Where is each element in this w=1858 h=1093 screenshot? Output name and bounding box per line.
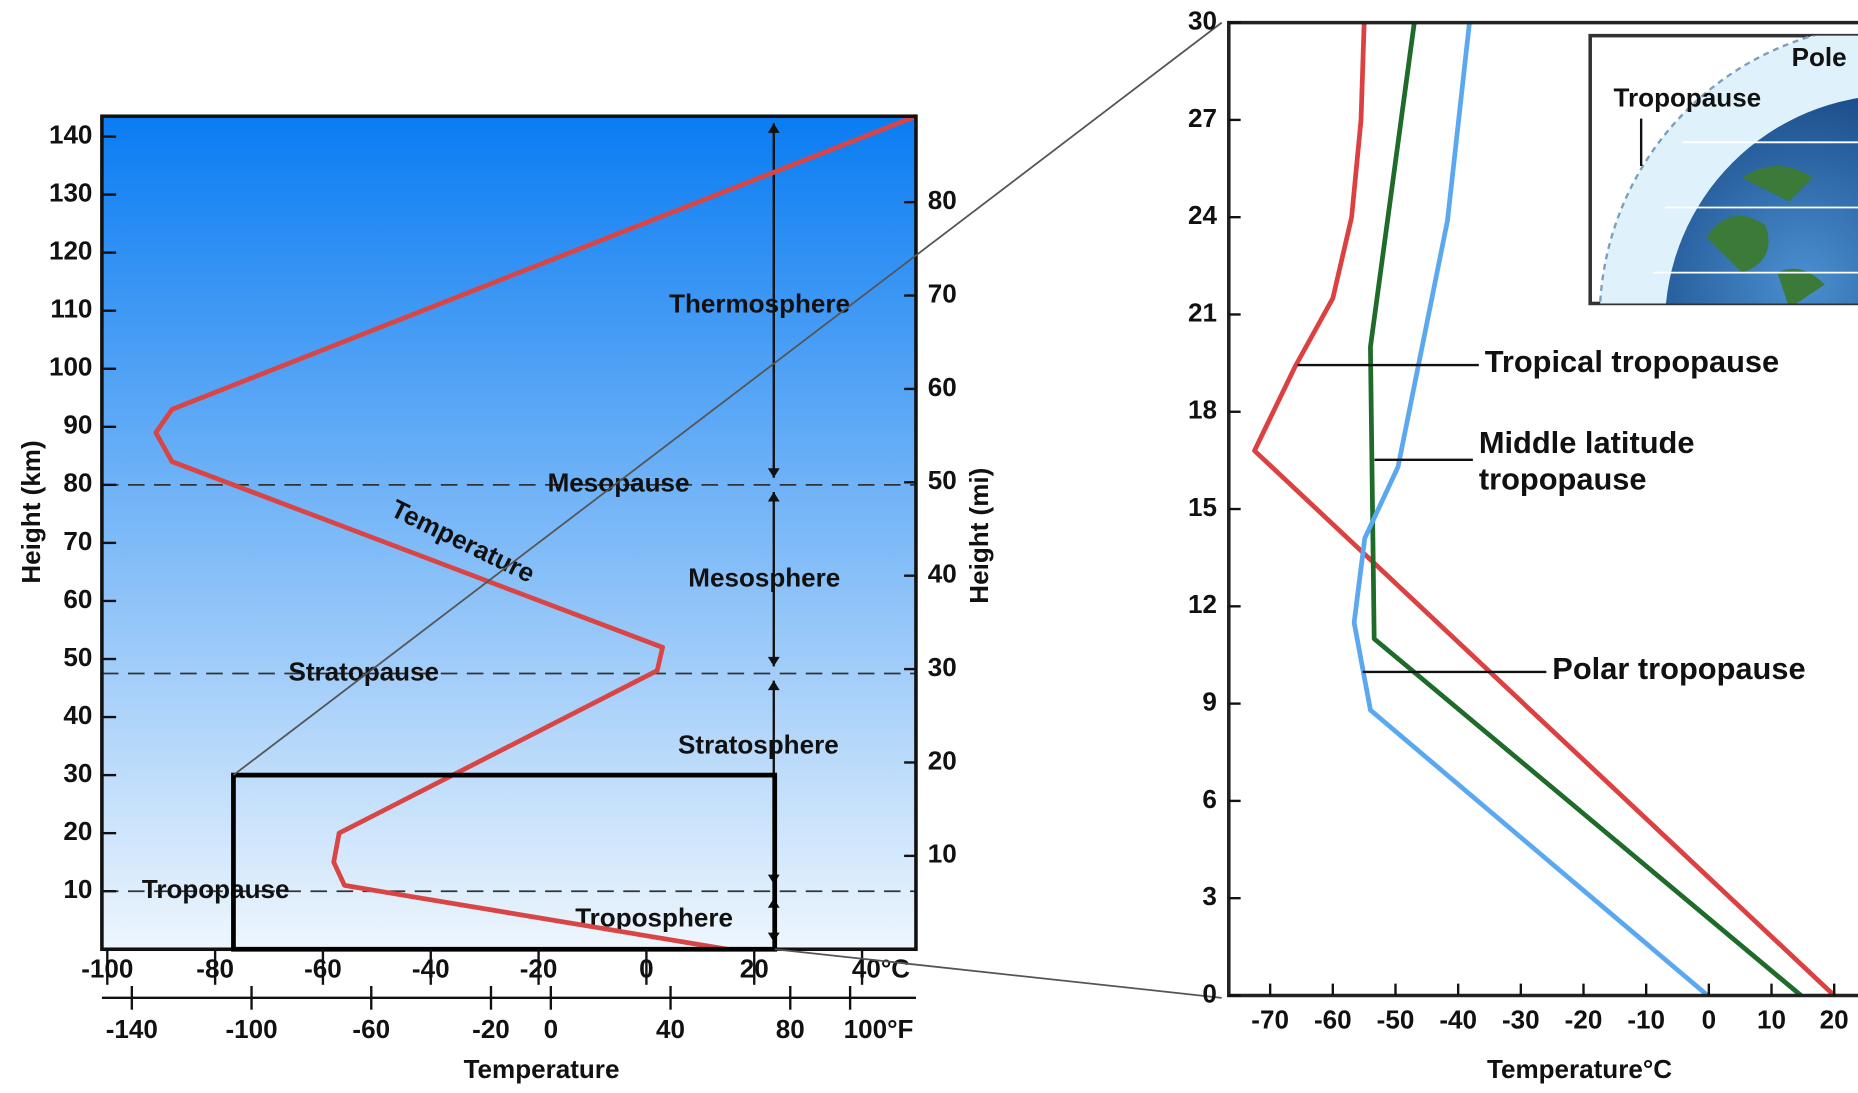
layer-label: Thermosphere <box>669 289 850 319</box>
x-tick-label: 0 <box>639 953 654 983</box>
connector <box>774 948 1222 999</box>
y-tick-label: 110 <box>50 294 92 324</box>
y-tick-label: 120 <box>49 236 92 266</box>
inset-label: Pole <box>1792 42 1847 72</box>
callout: Middle latitude tropopause <box>1478 424 1695 497</box>
x-tick-label: 20 <box>740 953 769 983</box>
y-tick-label: 6 <box>1202 784 1217 814</box>
y2-tick-label: 60 <box>928 372 957 402</box>
y-tick-label: 40 <box>63 700 92 730</box>
x-tick-label: 20 <box>1820 1004 1849 1034</box>
y-tick-label: 80 <box>63 468 92 498</box>
inset-label: Tropopause <box>1614 83 1762 113</box>
x-tick-label: -60 <box>1314 1004 1352 1034</box>
callout-label: Tropical tropopause <box>1484 343 1780 380</box>
tropopause-line <box>1368 22 1803 998</box>
y2-axis-title: Height (mi) <box>964 468 994 604</box>
x2-tick-label: -20 <box>472 1014 510 1044</box>
y-tick-label: 18 <box>1188 395 1217 425</box>
x-tick-label: -70 <box>1251 1004 1289 1034</box>
callout: Polar tropopause <box>1552 650 1806 687</box>
pause-label: Tropopause <box>142 874 290 904</box>
x-tick-label: -20 <box>1565 1004 1603 1034</box>
x2-tick-label: 100°F <box>844 1014 914 1044</box>
y-tick-label: 10 <box>63 874 92 904</box>
pause-label: Stratopause <box>289 656 440 686</box>
y-tick-label: 0 <box>1202 978 1217 1008</box>
y-tick-label: 24 <box>1188 200 1217 230</box>
x2-tick-label: 40 <box>656 1014 685 1044</box>
layer-label: Mesosphere <box>688 562 840 592</box>
y-tick-label: 90 <box>63 410 92 440</box>
callout: Tropical tropopause <box>1484 343 1780 380</box>
y-tick-label: 3 <box>1202 881 1217 911</box>
x-tick-label: -80 <box>196 953 234 983</box>
x-tick-label: 0 <box>1702 1004 1717 1034</box>
inset: Tropopause Pole <box>1588 33 1858 306</box>
land <box>1706 166 1825 304</box>
y-tick-label: 100 <box>49 352 92 382</box>
callout-label: Polar tropopause <box>1552 650 1806 687</box>
connector <box>232 21 1223 776</box>
y2-tick-label: 30 <box>928 652 957 682</box>
x-axis-title: Temperature <box>464 1054 620 1084</box>
y2-tick-label: 70 <box>928 278 957 308</box>
x2-tick-label: 80 <box>776 1014 805 1044</box>
x-tick-label: -100 <box>81 953 133 983</box>
y-tick-label: 30 <box>63 758 92 788</box>
callout-label: Middle latitude tropopause <box>1478 424 1695 497</box>
y2-tick-label: 20 <box>928 745 957 775</box>
y-tick-label: 20 <box>63 816 92 846</box>
plot-background <box>101 116 916 950</box>
x-tick-label: -30 <box>1502 1004 1540 1034</box>
x-tick-label: 10 <box>1757 1004 1786 1034</box>
earth <box>1666 98 1858 304</box>
x2-tick-label: 0 <box>544 1014 559 1044</box>
y-tick-label: 50 <box>63 642 92 672</box>
zoom-box <box>231 772 778 952</box>
x2-tick-label: -100 <box>225 1014 277 1044</box>
x-tick-label: -10 <box>1627 1004 1665 1034</box>
x-tick-label: -50 <box>1377 1004 1415 1034</box>
y-tick-label: 140 <box>49 119 92 149</box>
y-tick-label: 70 <box>63 526 92 556</box>
x-tick-label: -40 <box>412 953 450 983</box>
x-tick-label: -60 <box>304 953 342 983</box>
x-tick-label: -40 <box>1439 1004 1477 1034</box>
y-axis-title: Height (km) <box>16 440 46 583</box>
y-tick-label: 27 <box>1188 103 1217 133</box>
y2-tick-label: 40 <box>928 559 957 589</box>
y-tick-label: 21 <box>1188 297 1217 327</box>
layer-label: Stratosphere <box>678 730 839 760</box>
x2-tick-label: -60 <box>352 1014 390 1044</box>
y-tick-label: 9 <box>1202 687 1217 717</box>
x2-tick-label: -140 <box>106 1014 158 1044</box>
x-tick-label: -20 <box>520 953 558 983</box>
tropopause-line <box>1252 22 1836 998</box>
y2-tick-label: 50 <box>928 465 957 495</box>
temperature-line <box>153 114 917 952</box>
x-axis-title: Temperature°C <box>1487 1054 1672 1084</box>
y-tick-label: 30 <box>1188 6 1217 36</box>
y-tick-label: 15 <box>1188 492 1217 522</box>
y-tick-label: 130 <box>49 177 92 207</box>
y2-tick-label: 10 <box>928 839 957 869</box>
tropopause-line <box>1351 22 1710 998</box>
y-tick-label: 12 <box>1188 589 1217 619</box>
y-tick-label: 60 <box>63 584 92 614</box>
y2-tick-label: 80 <box>928 185 957 215</box>
